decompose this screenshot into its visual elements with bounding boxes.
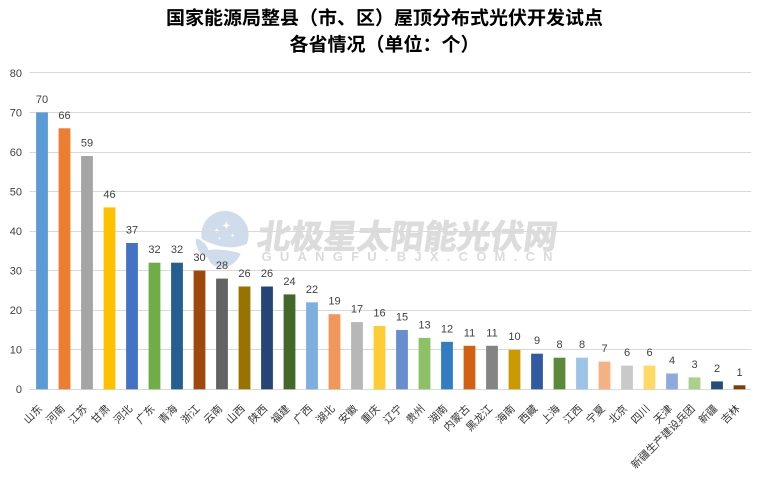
svg-text:70: 70 [36, 94, 48, 106]
svg-text:32: 32 [148, 244, 160, 256]
svg-text:9: 9 [534, 335, 540, 347]
svg-text:15: 15 [396, 312, 408, 324]
svg-text:50: 50 [10, 187, 22, 199]
svg-text:32: 32 [171, 244, 183, 256]
svg-text:2: 2 [714, 363, 720, 375]
svg-text:26: 26 [261, 268, 273, 280]
svg-text:3: 3 [691, 359, 697, 371]
svg-text:13: 13 [418, 319, 430, 331]
svg-text:30: 30 [193, 252, 205, 264]
svg-text:19: 19 [328, 296, 340, 308]
svg-text:30: 30 [10, 266, 22, 278]
svg-text:6: 6 [646, 347, 652, 359]
svg-text:8: 8 [556, 339, 562, 351]
svg-text:80: 80 [10, 68, 22, 80]
svg-text:10: 10 [508, 331, 520, 343]
svg-text:70: 70 [10, 107, 22, 119]
svg-text:37: 37 [126, 225, 138, 237]
svg-text:40: 40 [10, 226, 22, 238]
svg-text:60: 60 [10, 147, 22, 159]
svg-text:59: 59 [81, 138, 93, 150]
svg-text:26: 26 [238, 268, 250, 280]
svg-text:28: 28 [216, 260, 228, 272]
svg-text:10: 10 [10, 345, 22, 357]
svg-text:6: 6 [624, 347, 630, 359]
svg-text:46: 46 [103, 189, 115, 201]
svg-text:4: 4 [669, 355, 675, 367]
svg-text:20: 20 [10, 305, 22, 317]
svg-text:22: 22 [306, 284, 318, 296]
svg-text:11: 11 [486, 327, 497, 339]
svg-text:11: 11 [464, 327, 475, 339]
svg-text:8: 8 [579, 339, 585, 351]
svg-text:66: 66 [58, 110, 70, 122]
svg-text:1: 1 [736, 367, 742, 379]
svg-text:17: 17 [351, 304, 363, 316]
svg-text:24: 24 [283, 276, 295, 288]
svg-text:7: 7 [601, 343, 607, 355]
svg-text:12: 12 [441, 323, 453, 335]
svg-text:0: 0 [16, 384, 22, 396]
svg-text:16: 16 [373, 308, 385, 320]
